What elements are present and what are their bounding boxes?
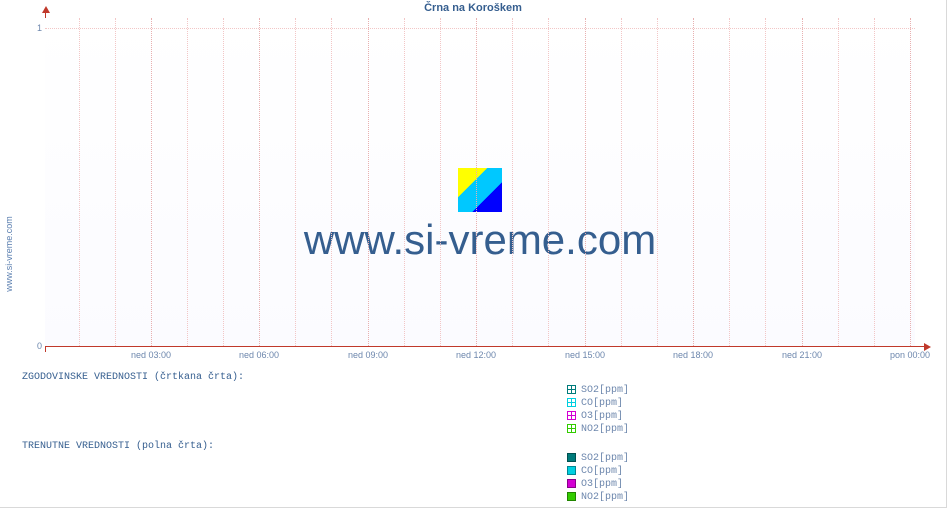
legend-historic-block: SO2[ppm] CO[ppm] O3[ppm] NO2[ppm] — [567, 384, 629, 436]
y-tick-label: 0 — [30, 341, 42, 351]
legend-historic-heading: ZGODOVINSKE VREDNOSTI (črtkana črta): — [22, 372, 936, 383]
legend-item: CO[ppm] — [567, 397, 629, 410]
legend-item: NO2[ppm] — [567, 423, 629, 436]
legend-swatch-icon — [567, 398, 576, 407]
x-tick-label: ned 09:00 — [348, 350, 388, 360]
x-tick-label: ned 06:00 — [239, 350, 279, 360]
x-tick-label: ned 03:00 — [131, 350, 171, 360]
legend-item: SO2[ppm] — [567, 384, 629, 397]
legend-label: SO2[ppm] — [581, 385, 629, 396]
plot-area: www.si-vreme.com — [45, 18, 915, 346]
x-axis — [45, 346, 925, 347]
legend-item: O3[ppm] — [567, 478, 629, 491]
legend-swatch-icon — [567, 479, 576, 488]
watermark-text: www.si-vreme.com — [45, 216, 915, 264]
legend-swatch-icon — [567, 385, 576, 394]
legend-area: ZGODOVINSKE VREDNOSTI (črtkana črta): SO… — [22, 370, 936, 501]
legend-label: NO2[ppm] — [581, 424, 629, 435]
legend-swatch-icon — [567, 453, 576, 462]
legend-current-heading: TRENUTNE VREDNOSTI (polna črta): — [22, 441, 936, 452]
legend-item: CO[ppm] — [567, 465, 629, 478]
legend-item: NO2[ppm] — [567, 491, 629, 504]
legend-label: O3[ppm] — [581, 479, 623, 490]
x-tick-label: pon 00:00 — [890, 350, 930, 360]
y-axis-source-text: www.si-vreme.com — [4, 216, 14, 292]
y-tick-label: 1 — [30, 23, 42, 33]
legend-label: CO[ppm] — [581, 466, 623, 477]
watermark-logo-icon — [458, 168, 502, 212]
legend-label: CO[ppm] — [581, 398, 623, 409]
x-tick-label: ned 15:00 — [565, 350, 605, 360]
legend-current-block: SO2[ppm] CO[ppm] O3[ppm] NO2[ppm] — [567, 452, 629, 504]
legend-swatch-icon — [567, 466, 576, 475]
legend-item: O3[ppm] — [567, 410, 629, 423]
legend-label: SO2[ppm] — [581, 453, 629, 464]
x-tick-label: ned 21:00 — [782, 350, 822, 360]
y-axis-source-label: www.si-vreme.com — [2, 0, 16, 507]
legend-label: O3[ppm] — [581, 411, 623, 422]
x-tick-label: ned 12:00 — [456, 350, 496, 360]
legend-label: NO2[ppm] — [581, 492, 629, 503]
legend-swatch-icon — [567, 492, 576, 501]
legend-swatch-icon — [567, 424, 576, 433]
x-tick-label: ned 18:00 — [673, 350, 713, 360]
legend-item: SO2[ppm] — [567, 452, 629, 465]
chart-title: Črna na Koroškem — [0, 2, 946, 14]
legend-swatch-icon — [567, 411, 576, 420]
